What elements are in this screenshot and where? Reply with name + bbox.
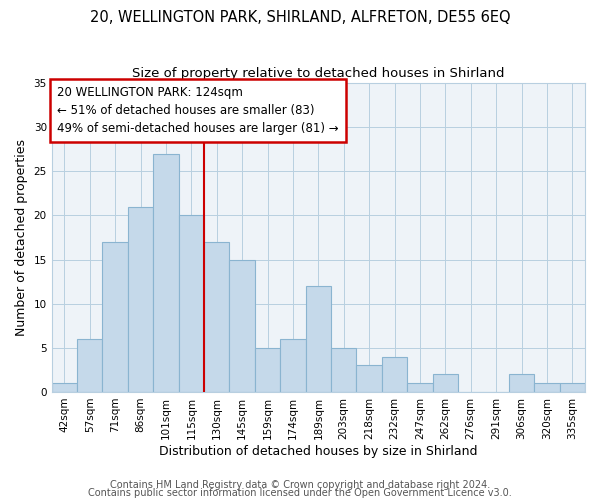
- Bar: [204, 242, 229, 392]
- Bar: [331, 348, 356, 392]
- Text: Contains public sector information licensed under the Open Government Licence v3: Contains public sector information licen…: [88, 488, 512, 498]
- Bar: [52, 383, 77, 392]
- Bar: [560, 383, 585, 392]
- Bar: [128, 206, 153, 392]
- Bar: [509, 374, 534, 392]
- Bar: [179, 216, 204, 392]
- Bar: [77, 339, 103, 392]
- Text: 20, WELLINGTON PARK, SHIRLAND, ALFRETON, DE55 6EQ: 20, WELLINGTON PARK, SHIRLAND, ALFRETON,…: [89, 10, 511, 25]
- Bar: [153, 154, 179, 392]
- Bar: [255, 348, 280, 392]
- Bar: [407, 383, 433, 392]
- Bar: [433, 374, 458, 392]
- Bar: [280, 339, 305, 392]
- X-axis label: Distribution of detached houses by size in Shirland: Distribution of detached houses by size …: [159, 444, 478, 458]
- Text: Contains HM Land Registry data © Crown copyright and database right 2024.: Contains HM Land Registry data © Crown c…: [110, 480, 490, 490]
- Y-axis label: Number of detached properties: Number of detached properties: [15, 139, 28, 336]
- Bar: [103, 242, 128, 392]
- Text: 20 WELLINGTON PARK: 124sqm
← 51% of detached houses are smaller (83)
49% of semi: 20 WELLINGTON PARK: 124sqm ← 51% of deta…: [57, 86, 338, 135]
- Bar: [229, 260, 255, 392]
- Bar: [534, 383, 560, 392]
- Title: Size of property relative to detached houses in Shirland: Size of property relative to detached ho…: [132, 68, 505, 80]
- Bar: [305, 286, 331, 392]
- Bar: [356, 366, 382, 392]
- Bar: [382, 356, 407, 392]
